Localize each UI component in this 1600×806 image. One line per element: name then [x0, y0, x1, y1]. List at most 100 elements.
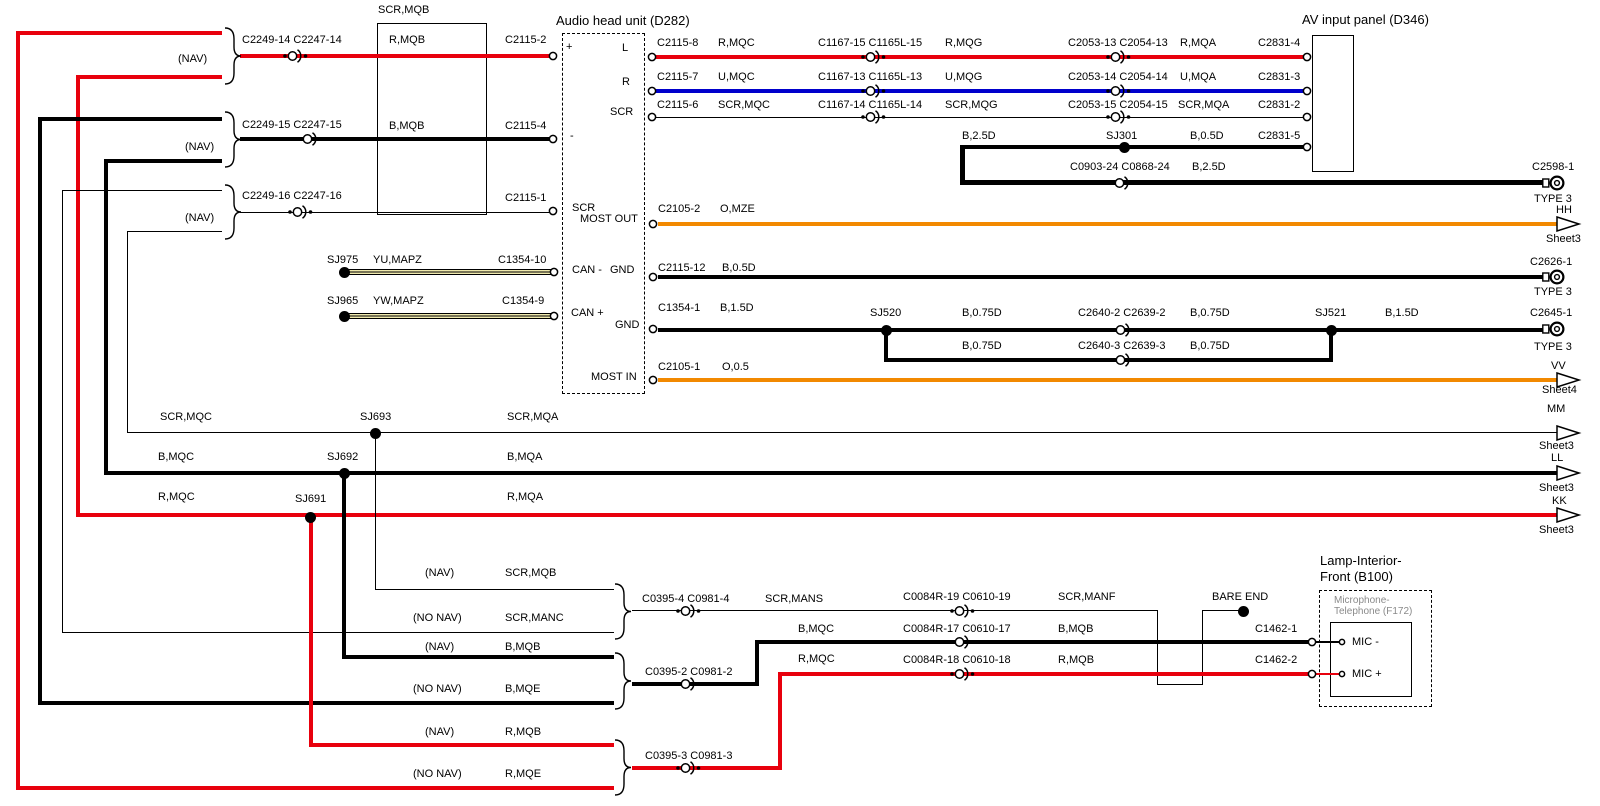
diagram-label: B,0.5D	[1190, 130, 1224, 142]
diagram-label: B,MQC	[798, 623, 835, 635]
diagram-label: R,MQE	[505, 768, 542, 780]
diagram-label: C1462-1	[1255, 623, 1298, 635]
inline-connector	[676, 604, 701, 618]
inline-connector	[950, 635, 975, 649]
diagram-label: B,MQB	[1058, 623, 1094, 635]
diagram-label: SCR,MQB	[505, 567, 557, 579]
wire-segment	[62, 632, 614, 633]
sheet-arrow	[1556, 372, 1582, 388]
diagram-label: B,0.75D	[962, 307, 1002, 319]
diagram-label: C2831-3	[1258, 71, 1301, 83]
wire-segment	[1316, 641, 1342, 643]
diagram-label: B,MQB	[505, 641, 541, 653]
diagram-label: R	[622, 76, 630, 88]
diagram-label: MOST OUT	[580, 213, 638, 225]
diagram-label: SJ691	[295, 493, 327, 505]
diagram-label: C2831-4	[1258, 37, 1301, 49]
diagram-label: C1354-10	[498, 254, 547, 266]
splice-dot	[304, 511, 316, 523]
diagram-label: (NAV)	[178, 53, 208, 65]
diagram-label: (NO NAV)	[413, 612, 462, 624]
shield-box	[377, 23, 487, 215]
wire-segment	[884, 358, 1333, 362]
diagram-label: SCR,MQG	[945, 99, 998, 111]
ring-terminal	[1542, 321, 1565, 337]
inline-connector	[676, 677, 701, 691]
diagram-label: R,MQB	[1058, 654, 1095, 666]
sheet-arrow	[1556, 465, 1582, 481]
wire-segment	[62, 190, 63, 633]
diagram-label: (NAV)	[185, 212, 215, 224]
diagram-label: C0084R-18 C0610-18	[903, 654, 1011, 666]
diagram-label: C2105-2	[658, 203, 701, 215]
inline-connector	[1110, 176, 1135, 190]
merge-brace	[614, 739, 632, 796]
diagram-label: B,1.5D	[1385, 307, 1419, 319]
diagram-label: MOST IN	[591, 371, 637, 383]
wire-segment	[1329, 330, 1333, 360]
inline-connector	[676, 761, 701, 775]
diagram-label: C2115-8	[657, 37, 699, 49]
wire-segment	[345, 313, 556, 319]
diagram-label: (NAV)	[425, 726, 455, 738]
diagram-label: C2115-12	[658, 262, 706, 274]
lamp-title-line1: Lamp-Interior-	[1320, 553, 1402, 568]
inline-connector	[1106, 84, 1131, 98]
diagram-label: U,MQC	[718, 71, 755, 83]
inline-connector	[950, 604, 975, 618]
pin-terminal	[648, 375, 658, 385]
merge-brace	[224, 111, 242, 168]
ring-terminal	[1542, 269, 1565, 285]
wire-segment	[1157, 684, 1203, 685]
pin-terminal	[1302, 112, 1312, 122]
wire-segment	[342, 473, 346, 659]
merge-brace	[224, 184, 242, 240]
wire-segment	[38, 117, 42, 705]
wire-segment	[345, 269, 556, 275]
diagram-label: C1354-1	[658, 302, 701, 314]
microphone-telephone-box	[1330, 622, 1412, 697]
diagram-label: B,2.5D	[962, 130, 996, 142]
wire-segment	[309, 517, 313, 747]
diagram-label: Sheet3	[1539, 440, 1574, 452]
wire-segment	[127, 231, 222, 232]
diagram-label: YU,MAPZ	[373, 254, 422, 266]
diagram-label: R,MQC	[798, 653, 835, 665]
diagram-label: (NAV)	[425, 641, 455, 653]
diagram-label: GND	[615, 319, 640, 331]
diagram-label: (NO NAV)	[413, 683, 462, 695]
diagram-label: C2115-6	[657, 99, 699, 111]
inline-connector	[288, 205, 313, 219]
wire-segment	[632, 610, 1158, 611]
wire-segment	[16, 31, 222, 35]
diagram-label: (NO NAV)	[413, 768, 462, 780]
audio-head-unit-title: Audio head unit (D282)	[556, 13, 690, 28]
wire-segment	[755, 640, 1313, 644]
splice-dot	[880, 324, 892, 336]
diagram-label: LL	[1551, 452, 1564, 464]
sheet-arrow	[1556, 507, 1582, 523]
diagram-label: O,MZE	[720, 203, 755, 215]
wire-segment	[342, 655, 614, 659]
diagram-label: C0903-24 C0868-24	[1070, 161, 1170, 173]
diagram-label: Sheet3	[1546, 233, 1581, 245]
wire-segment	[884, 330, 888, 362]
wire-segment	[632, 766, 782, 770]
diagram-label: C0084R-17 C0610-17	[903, 623, 1011, 635]
wire-segment	[960, 180, 1544, 185]
diagram-label: B,2.5D	[1192, 161, 1226, 173]
wire-segment	[375, 433, 376, 590]
wire-segment	[240, 137, 553, 141]
diagram-label: SJ692	[327, 451, 359, 463]
diagram-label: SJ301	[1106, 130, 1138, 142]
wire-segment	[1316, 673, 1342, 675]
wire-segment	[76, 75, 222, 79]
wire-segment	[16, 31, 20, 790]
diagram-label: R,MQC	[718, 37, 755, 49]
wire-segment	[632, 682, 759, 686]
diagram-label: SCR	[572, 202, 596, 214]
diagram-label: MM	[1547, 403, 1566, 415]
diagram-label: R,MQB	[389, 34, 426, 46]
diagram-label: C2626-1	[1530, 256, 1573, 268]
